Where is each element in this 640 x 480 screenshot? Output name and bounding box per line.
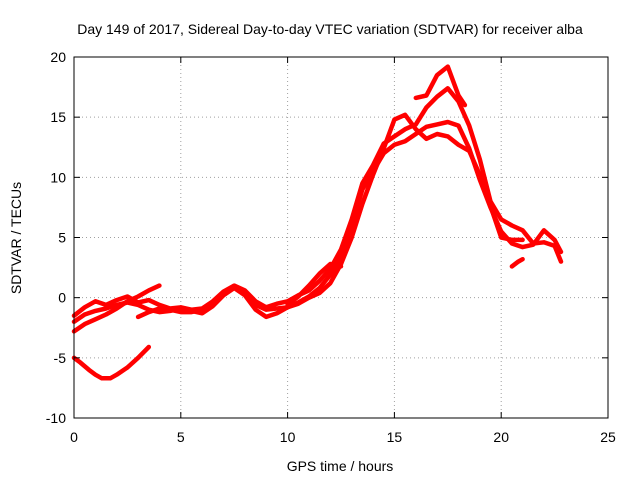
x-tick-label: 10 xyxy=(280,429,296,445)
chart-title: Day 149 of 2017, Sidereal Day-to-day VTE… xyxy=(77,21,583,37)
y-axis-label: SDTVAR / TECUs xyxy=(8,182,24,294)
y-tick-label: 5 xyxy=(58,230,66,246)
series-line-track-8 xyxy=(509,256,525,269)
x-tick-label: 15 xyxy=(387,429,403,445)
series-line-track-2 xyxy=(71,283,162,334)
y-tick-label: 10 xyxy=(50,169,66,185)
axes: 0 5 10 15 20 25 -10 -5 0 5 10 15 20 xyxy=(46,49,616,445)
y-tick-label: 20 xyxy=(50,49,66,65)
series-group xyxy=(71,64,564,381)
x-tick-label: 20 xyxy=(493,429,509,445)
y-tick-label: -10 xyxy=(46,410,66,426)
y-tick-label: 15 xyxy=(50,109,66,125)
series-line-track-7 xyxy=(413,64,468,108)
y-tick-label: 0 xyxy=(58,290,66,306)
series-line-track-5 xyxy=(135,112,525,320)
series-line-track-1 xyxy=(71,344,152,381)
x-axis-label: GPS time / hours xyxy=(287,458,394,474)
y-tick-label: -5 xyxy=(54,350,67,366)
x-tick-label: 25 xyxy=(600,429,616,445)
series-line-track-6 xyxy=(285,261,344,308)
x-tick-label: 5 xyxy=(177,429,185,445)
series-line-track-3 xyxy=(71,86,564,318)
x-tick-label: 0 xyxy=(70,429,78,445)
